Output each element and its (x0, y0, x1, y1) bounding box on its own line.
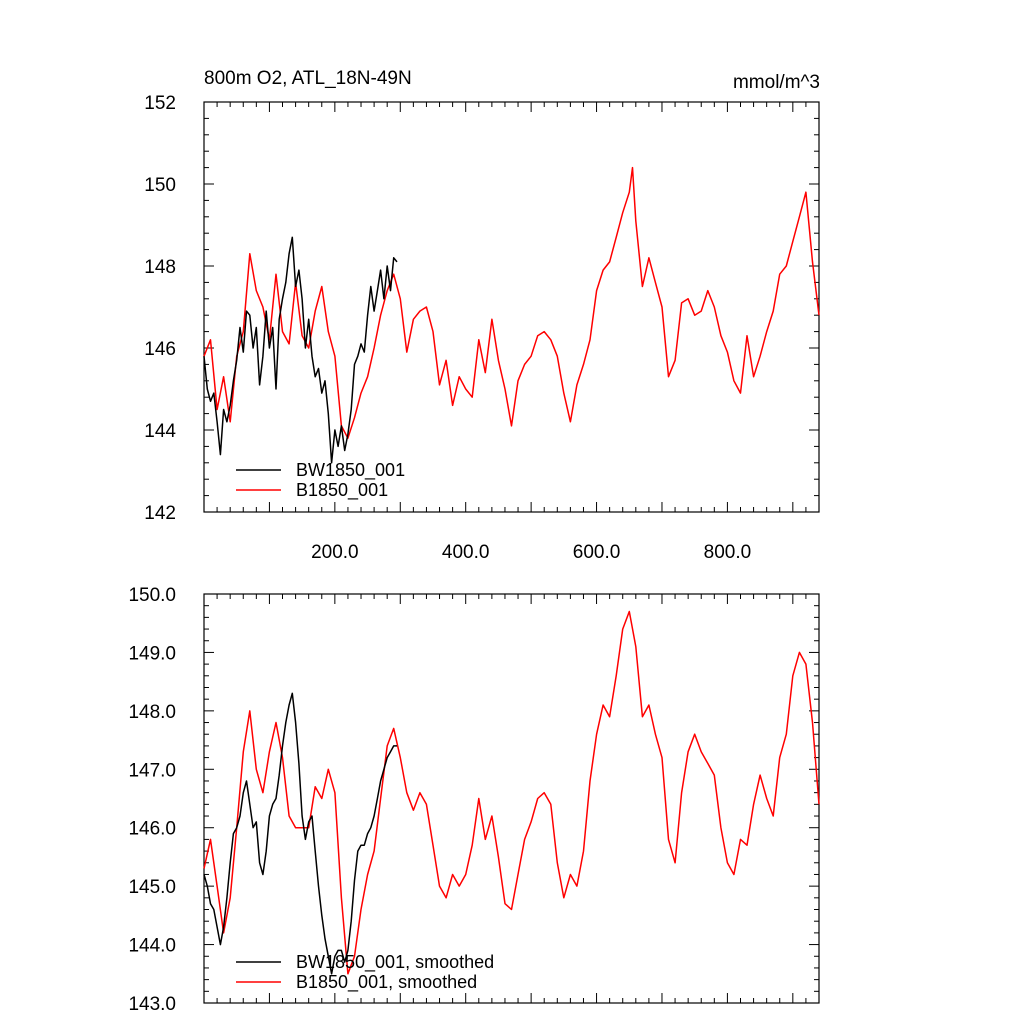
series-line-b1850-001-smoothed (203, 610, 820, 975)
top-panel: 800m O2, ATL_18N-49N mmol/m^3 200.0 400.0… (144, 68, 820, 563)
y-tick-label: 144 (144, 421, 176, 442)
x-tick-label: 600.0 (573, 542, 621, 563)
bottom-panel: 143.0 144.0 145.0 146.0 147.0 148.0 149.0 150.0… (128, 585, 820, 1015)
y-tick-label: 147.0 (128, 760, 176, 781)
y-tick-label: 143.0 (128, 994, 176, 1015)
x-tick-label: 800.0 (704, 542, 752, 563)
y-tick-label: 142 (144, 503, 176, 524)
bottom-panel-frame (203, 593, 820, 1004)
legend-label-b1850: B1850_001 (296, 480, 388, 501)
bottom-panel-series (203, 610, 820, 975)
y-tick-label: 149.0 (128, 643, 176, 664)
top-panel-legend: BW1850_001 B1850_001 (236, 460, 405, 501)
bottom-panel-ticks: 143.0 144.0 145.0 146.0 147.0 148.0 149.0 150.0 (128, 585, 819, 1015)
y-tick-label: 152 (144, 93, 176, 114)
y-tick-label: 148 (144, 257, 176, 278)
legend-label-bw1850-smoothed: BW1850_001, smoothed (296, 952, 494, 973)
series-line-b1850-001 (203, 166, 820, 439)
top-panel-units: mmol/m^3 (733, 72, 820, 93)
y-tick-label: 148.0 (128, 702, 176, 723)
x-tick-label: 400.0 (442, 542, 490, 563)
legend-label-bw1850: BW1850_001 (296, 460, 405, 481)
top-panel-ticks: 200.0 400.0 600.0 800.0 142 144 146 148 150 152 (144, 93, 819, 563)
series-line-bw1850-001 (203, 236, 398, 464)
bottom-panel-legend: BW1850_001, smoothed B1850_001, smoothed (236, 952, 494, 993)
top-panel-frame (203, 101, 820, 513)
series-line-bw1850-001-smoothed (203, 692, 397, 975)
top-panel-series (203, 166, 820, 464)
y-tick-label: 146.0 (128, 819, 176, 840)
x-tick-label: 200.0 (311, 542, 359, 563)
legend-label-b1850-smoothed: B1850_001, smoothed (296, 972, 477, 993)
y-tick-label: 150.0 (128, 585, 176, 606)
top-panel-title: 800m O2, ATL_18N-49N (204, 68, 412, 89)
y-tick-label: 146 (144, 339, 176, 360)
y-tick-label: 145.0 (128, 877, 176, 898)
y-tick-label: 150 (144, 175, 176, 196)
y-tick-label: 144.0 (128, 936, 176, 957)
